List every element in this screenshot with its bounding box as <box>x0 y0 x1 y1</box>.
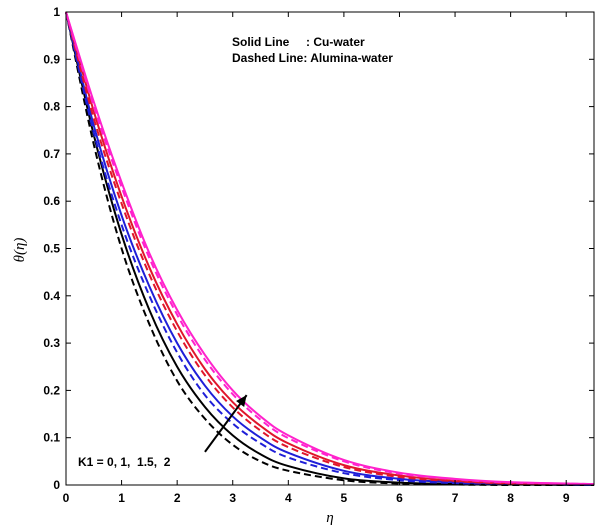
x-tick-label: 1 <box>118 491 125 505</box>
x-tick-label: 6 <box>396 491 403 505</box>
x-tick-label: 7 <box>452 491 459 505</box>
x-tick-label: 0 <box>63 491 70 505</box>
plot-frame <box>65 11 595 486</box>
legend-solid-line: Solid Line : Cu-water <box>232 35 365 49</box>
annotation-arrow-shaft <box>204 394 248 453</box>
y-tick-label: 0.3 <box>43 336 60 350</box>
y-axis-label: θ(η) <box>12 238 28 263</box>
x-tick-label: 8 <box>507 491 514 505</box>
y-tick-label: 0.8 <box>43 100 60 114</box>
plot-background <box>66 12 594 485</box>
legend-dashed-line: Dashed Line: Alumina-water <box>232 51 393 65</box>
x-tick-label: 4 <box>285 491 292 505</box>
annotation-layer: K1 = 0, 1, 1.5, 2 <box>78 394 248 469</box>
x-axis-label: η <box>326 510 333 526</box>
annotation-arrow-head <box>236 395 247 407</box>
y-tick-label: 0.9 <box>43 52 60 66</box>
y-tick-label: 1 <box>53 5 60 19</box>
y-tick-label: 0.1 <box>43 431 60 445</box>
x-tick-label: 9 <box>563 491 570 505</box>
x-tick-label: 3 <box>229 491 236 505</box>
x-tick-label: 2 <box>174 491 181 505</box>
y-tick-label: 0.5 <box>43 242 60 256</box>
y-tick-label: 0 <box>53 478 60 492</box>
annotation-k1: K1 = 0, 1, 1.5, 2 <box>78 455 171 469</box>
y-tick-label: 0.2 <box>43 383 60 397</box>
y-tick-label: 0.7 <box>43 147 60 161</box>
y-tick-label: 0.4 <box>43 289 60 303</box>
ticks-layer: 0 1 2 3 4 5 6 7 8 9 0 0.1 0.2 0.3 0.4 0.5 0.6 0.7 0.8 0.9 1 <box>43 5 594 505</box>
series-line-4-dashed <box>65 11 595 486</box>
y-tick-label: 0.6 <box>43 194 60 208</box>
x-tick-label: 5 <box>341 491 348 505</box>
